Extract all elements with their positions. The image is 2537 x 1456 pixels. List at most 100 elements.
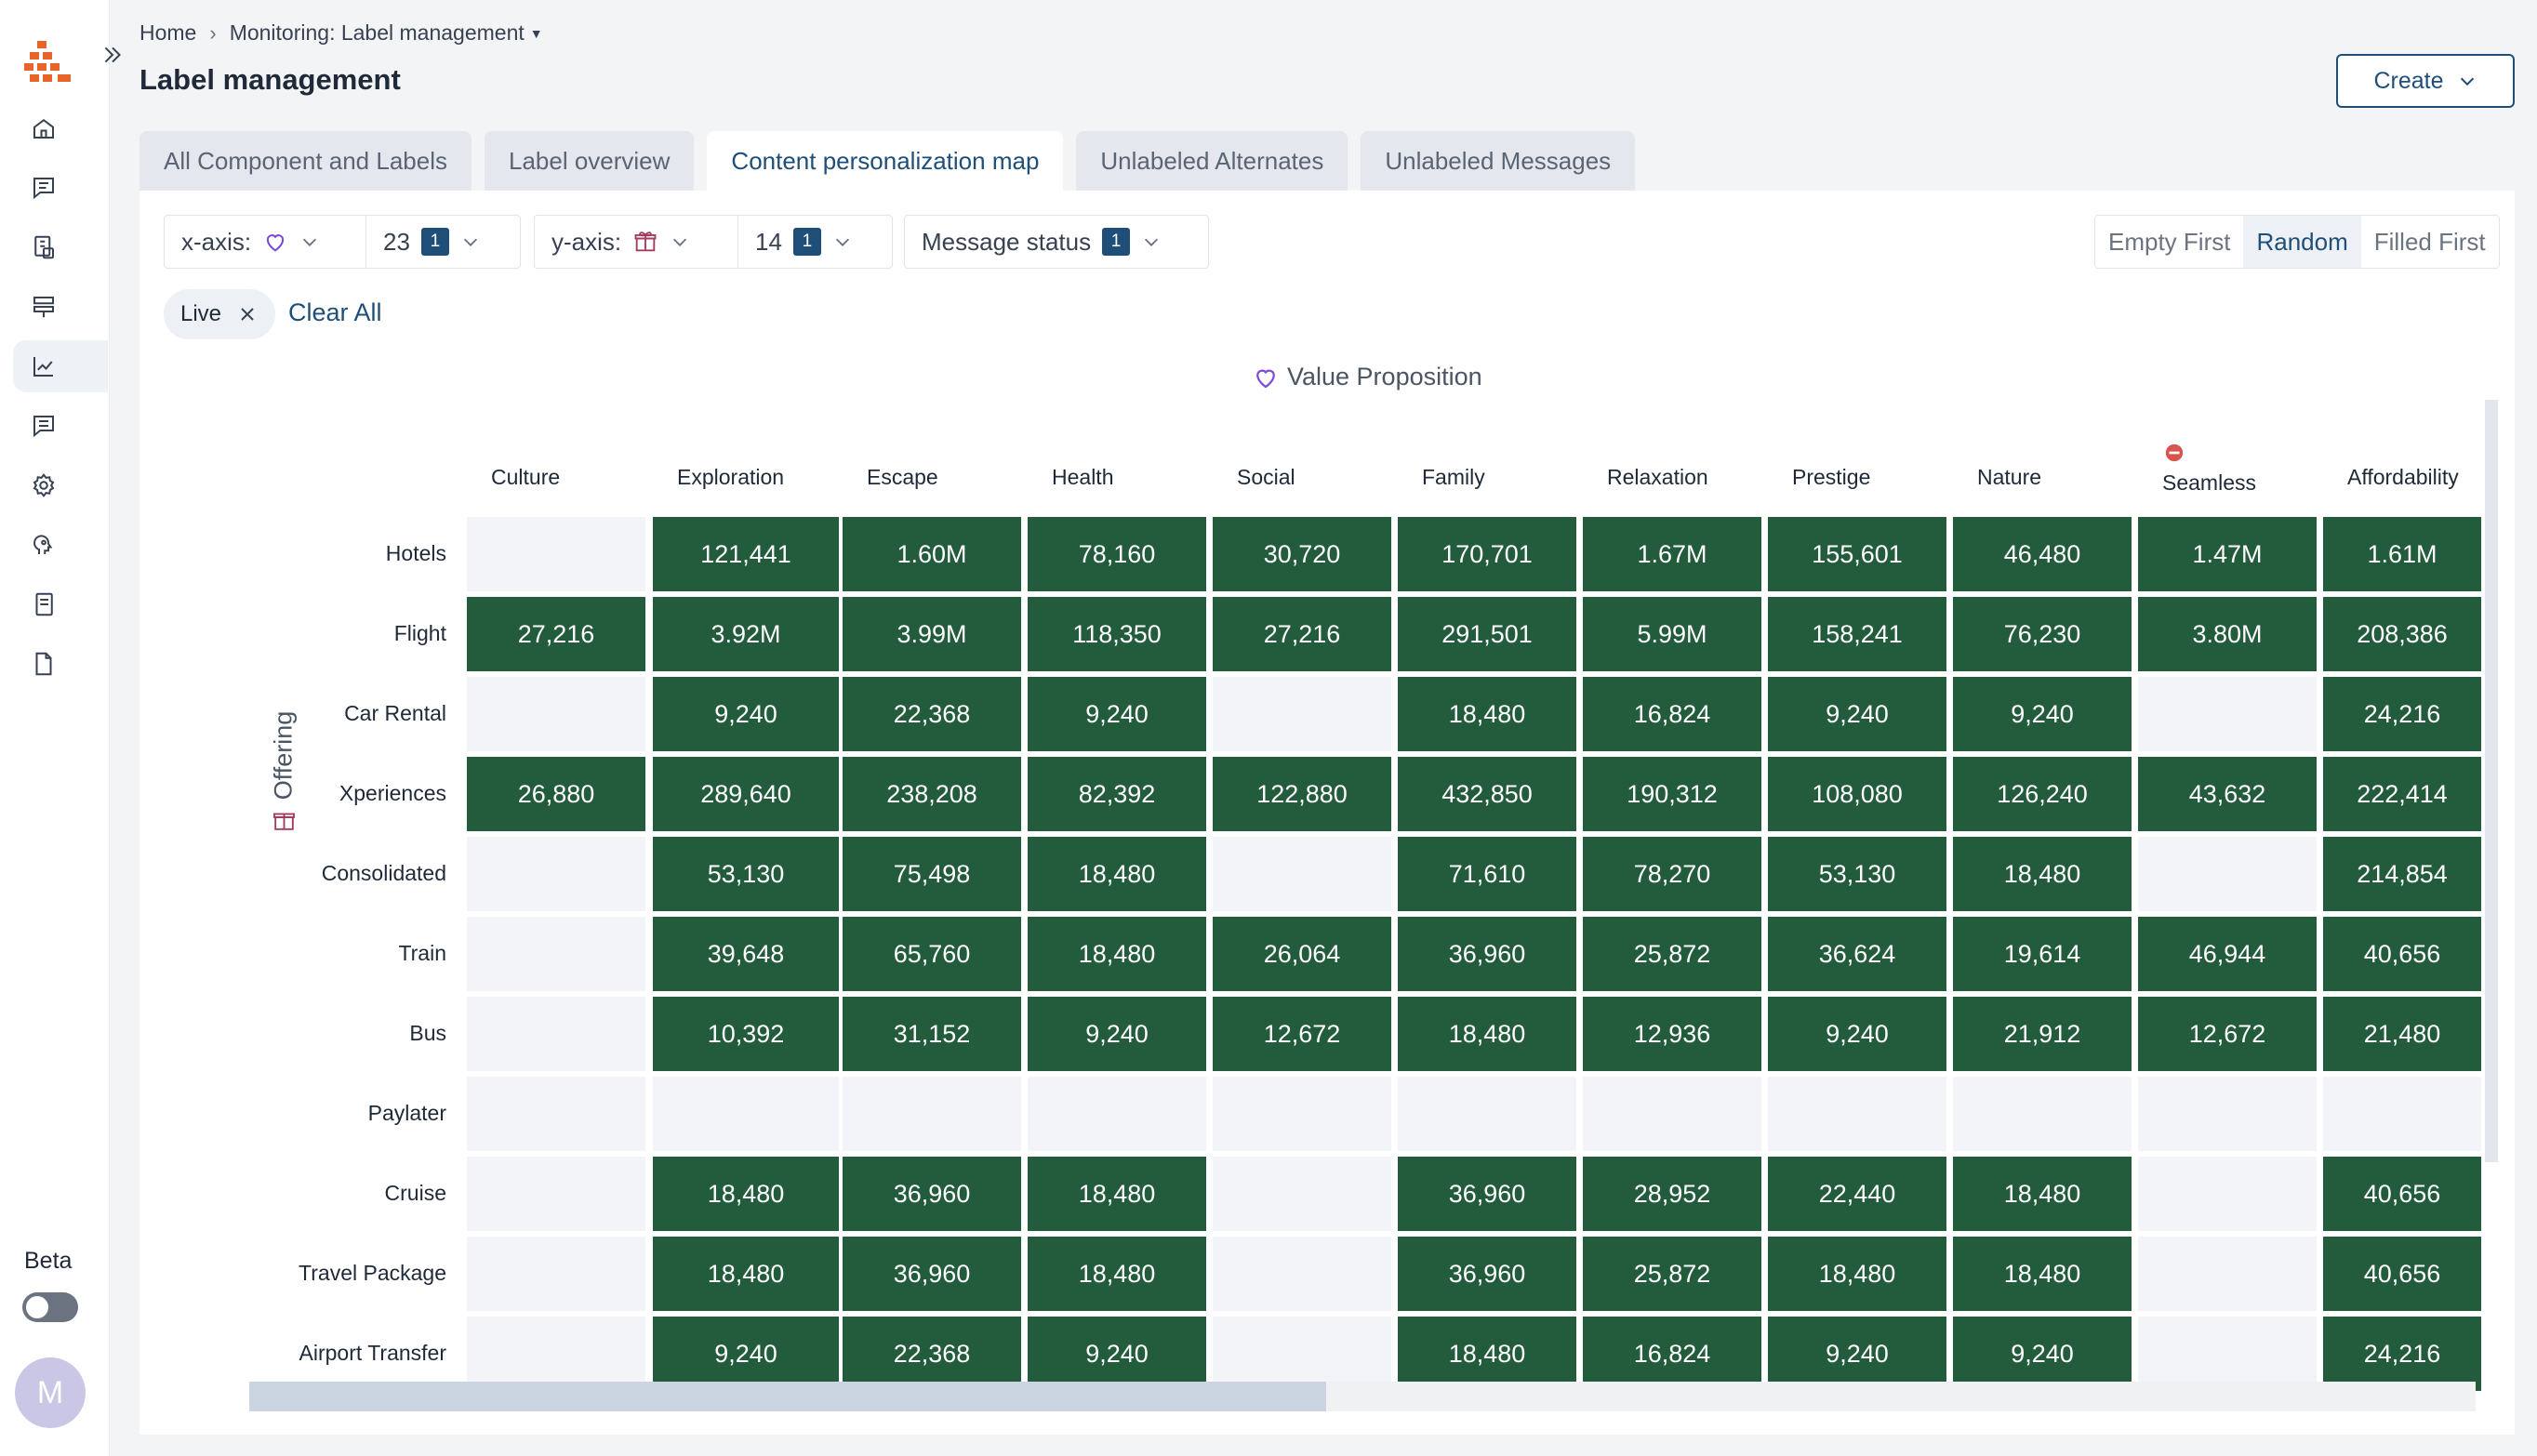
heatmap-cell[interactable]: 36,960 (843, 1157, 1021, 1231)
heatmap-cell[interactable] (843, 1077, 1021, 1151)
heatmap-cell[interactable] (467, 517, 645, 591)
heatmap-cell[interactable]: 53,130 (653, 837, 839, 911)
heatmap-cell[interactable]: 39,648 (653, 917, 839, 991)
avatar[interactable]: M (15, 1357, 86, 1428)
heatmap-cell[interactable]: 24,216 (2323, 1317, 2481, 1391)
vertical-scrollbar[interactable] (2485, 400, 2498, 1162)
heatmap-cell[interactable]: 18,480 (1398, 1317, 1576, 1391)
heatmap-cell[interactable]: 31,152 (843, 997, 1021, 1071)
x-values-select[interactable]: 23 1 (365, 216, 498, 268)
heatmap-cell[interactable]: 82,392 (1028, 757, 1206, 831)
heatmap-cell[interactable]: 76,230 (1953, 597, 2132, 671)
heatmap-cell[interactable]: 24,216 (2323, 677, 2481, 751)
heatmap-cell[interactable]: 46,480 (1953, 517, 2132, 591)
y-values-select[interactable]: 14 1 (737, 216, 870, 268)
y-axis-select[interactable]: y-axis: (535, 216, 737, 268)
heatmap-cell[interactable]: 3.80M (2138, 597, 2317, 671)
heatmap-cell[interactable] (1768, 1077, 1946, 1151)
heatmap-cell[interactable]: 16,824 (1583, 1317, 1761, 1391)
heatmap-cell[interactable] (1213, 837, 1391, 911)
heatmap-cell[interactable] (1213, 1077, 1391, 1151)
heatmap-cell[interactable]: 40,656 (2323, 1237, 2481, 1311)
heatmap-cell[interactable]: 36,960 (1398, 1237, 1576, 1311)
heatmap-cell[interactable]: 9,240 (1953, 1317, 2132, 1391)
heatmap-cell[interactable]: 18,480 (1953, 1157, 2132, 1231)
caret-down-icon[interactable]: ▼ (529, 25, 543, 41)
create-button[interactable]: Create (2336, 54, 2515, 108)
heatmap-cell[interactable]: 22,368 (843, 1317, 1021, 1391)
heatmap-cell[interactable]: 40,656 (2323, 917, 2481, 991)
heatmap-cell[interactable]: 22,368 (843, 677, 1021, 751)
heatmap-cell[interactable] (467, 917, 645, 991)
nav-documents-icon[interactable] (13, 221, 108, 273)
heatmap-cell[interactable]: 222,414 (2323, 757, 2481, 831)
nav-ai-icon[interactable] (13, 519, 108, 571)
heatmap-cell[interactable] (2138, 1237, 2317, 1311)
heatmap-cell[interactable] (1028, 1077, 1206, 1151)
heatmap-cell[interactable] (2138, 1157, 2317, 1231)
heatmap-cell[interactable]: 9,240 (1028, 1317, 1206, 1391)
heatmap-cell[interactable]: 238,208 (843, 757, 1021, 831)
nav-chat-icon[interactable] (13, 400, 108, 452)
heatmap-cell[interactable]: 9,240 (1768, 997, 1946, 1071)
heatmap-cell[interactable]: 78,160 (1028, 517, 1206, 591)
heatmap-cell[interactable]: 22,440 (1768, 1157, 1946, 1231)
heatmap-cell[interactable] (2138, 837, 2317, 911)
heatmap-cell[interactable] (2323, 1077, 2481, 1151)
close-icon[interactable] (236, 303, 259, 325)
heatmap-cell[interactable]: 19,614 (1953, 917, 2132, 991)
heatmap-cell[interactable] (2138, 677, 2317, 751)
heatmap-cell[interactable]: 18,480 (1768, 1237, 1946, 1311)
heatmap-cell[interactable]: 16,824 (1583, 677, 1761, 751)
heatmap-cell[interactable]: 46,944 (2138, 917, 2317, 991)
heatmap-cell[interactable]: 1.61M (2323, 517, 2481, 591)
heatmap-cell[interactable] (2138, 1317, 2317, 1391)
heatmap-cell[interactable]: 158,241 (1768, 597, 1946, 671)
tab-content-personalization-map[interactable]: Content personalization map (707, 131, 1064, 191)
heatmap-cell[interactable] (2138, 1077, 2317, 1151)
nav-settings-icon[interactable] (13, 459, 108, 511)
heatmap-cell[interactable]: 122,880 (1213, 757, 1391, 831)
heatmap-cell[interactable]: 28,952 (1583, 1157, 1761, 1231)
horizontal-scrollbar-thumb[interactable] (249, 1382, 1326, 1411)
clear-all-link[interactable]: Clear All (288, 298, 382, 326)
heatmap-cell[interactable]: 18,480 (1028, 1157, 1206, 1231)
heatmap-cell[interactable] (1213, 1317, 1391, 1391)
heatmap-cell[interactable]: 9,240 (1768, 1317, 1946, 1391)
heatmap-cell[interactable]: 78,270 (1583, 837, 1761, 911)
heatmap-cell[interactable]: 170,701 (1398, 517, 1576, 591)
heatmap-cell[interactable] (1213, 1237, 1391, 1311)
tab-all-components[interactable]: All Component and Labels (139, 131, 472, 191)
heatmap-cell[interactable]: 1.67M (1583, 517, 1761, 591)
heatmap-cell[interactable]: 9,240 (1028, 677, 1206, 751)
heatmap-cell[interactable]: 121,441 (653, 517, 839, 591)
beta-toggle[interactable] (22, 1292, 78, 1322)
heatmap-cell[interactable]: 9,240 (1953, 677, 2132, 751)
expand-sidebar-icon[interactable] (97, 39, 128, 71)
heatmap-cell[interactable] (1953, 1077, 2132, 1151)
breadcrumb-home[interactable]: Home (139, 20, 197, 45)
nav-layout-icon[interactable] (13, 281, 108, 333)
heatmap-cell[interactable]: 9,240 (1028, 997, 1206, 1071)
heatmap-cell[interactable]: 36,960 (843, 1237, 1021, 1311)
heatmap-cell[interactable]: 36,960 (1398, 917, 1576, 991)
heatmap-cell[interactable]: 40,656 (2323, 1157, 2481, 1231)
nav-file-icon[interactable] (13, 638, 108, 690)
heatmap-cell[interactable]: 9,240 (1768, 677, 1946, 751)
heatmap-cell[interactable] (1213, 677, 1391, 751)
heatmap-cell[interactable]: 36,960 (1398, 1157, 1576, 1231)
x-axis-select[interactable]: x-axis: (165, 216, 365, 268)
heatmap-cell[interactable] (467, 1237, 645, 1311)
heatmap-cell[interactable]: 10,392 (653, 997, 839, 1071)
heatmap-cell[interactable] (1213, 1157, 1391, 1231)
heatmap-cell[interactable]: 25,872 (1583, 917, 1761, 991)
nav-book-icon[interactable] (13, 578, 108, 630)
heatmap-cell[interactable] (467, 1317, 645, 1391)
heatmap-cell[interactable]: 18,480 (653, 1157, 839, 1231)
heatmap-cell[interactable]: 71,610 (1398, 837, 1576, 911)
heatmap-cell[interactable]: 18,480 (1398, 997, 1576, 1071)
heatmap-cell[interactable]: 9,240 (653, 1317, 839, 1391)
heatmap-cell[interactable]: 12,936 (1583, 997, 1761, 1071)
heatmap-cell[interactable]: 289,640 (653, 757, 839, 831)
sort-random[interactable]: Random (2243, 216, 2361, 268)
